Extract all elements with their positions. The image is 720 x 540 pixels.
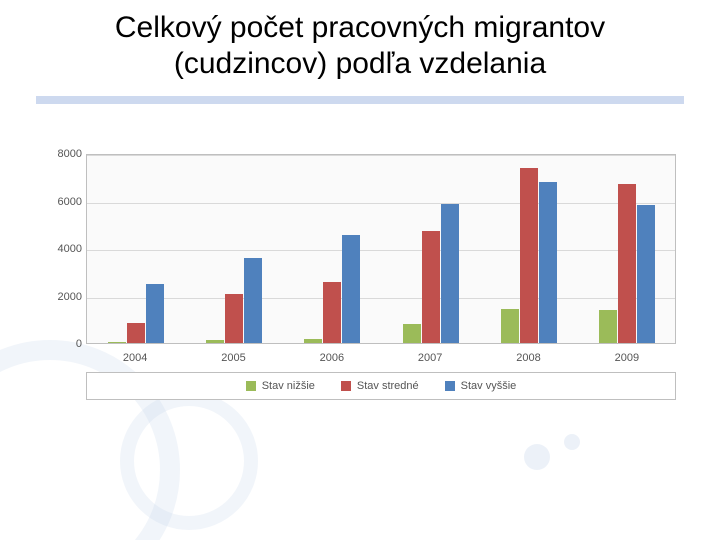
gridline [87,298,675,299]
legend-swatch [445,381,455,391]
x-tick-label: 2007 [418,352,442,364]
x-tick-label: 2009 [615,352,639,364]
y-tick-label: 2000 [36,291,82,303]
legend: Stav nižšie Stav stredné Stav vyššie [86,372,676,400]
plot-area [86,154,676,344]
y-tick-label: 0 [36,338,82,350]
x-tick-label: 2008 [516,352,540,364]
bar [225,294,243,343]
bar [342,235,360,343]
legend-item: Stav stredné [341,380,419,392]
decorative-dot [564,434,580,450]
bar [206,340,224,343]
bar [520,168,538,343]
gridline [87,203,675,204]
legend-swatch [341,381,351,391]
title-line-2: (cudzincov) podľa vzdelania [174,47,546,80]
y-tick-label: 4000 [36,243,82,255]
slide: Celkový počet pracovných migrantov (cudz… [0,0,720,540]
bar [599,310,617,343]
gridline [87,250,675,251]
legend-swatch [246,381,256,391]
bar [441,204,459,343]
bar [323,282,341,343]
bar [637,205,655,343]
bar [108,342,126,343]
bar [422,231,440,343]
bar [127,323,145,343]
title-underline [36,96,684,104]
bar-chart: 0 2000 4000 6000 8000 2004 2005 2006 2007 2008 20… [36,150,684,400]
decorative-dot [524,444,550,470]
y-tick-label: 8000 [36,148,82,160]
bar [403,324,421,343]
bar [146,284,164,343]
page-title: Celkový počet pracovných migrantov (cudz… [30,10,690,82]
bar [618,184,636,343]
title-block: Celkový počet pracovných migrantov (cudz… [0,10,720,82]
gridline [87,155,675,156]
x-tick-label: 2005 [221,352,245,364]
x-tick-label: 2004 [123,352,147,364]
title-line-1: Celkový počet pracovných migrantov [115,11,605,44]
y-tick-label: 6000 [36,196,82,208]
decorative-circle [120,392,258,530]
legend-label: Stav stredné [357,380,419,392]
legend-item: Stav nižšie [246,380,315,392]
bar [304,339,322,343]
legend-label: Stav vyššie [461,380,517,392]
legend-label: Stav nižšie [262,380,315,392]
legend-item: Stav vyššie [445,380,517,392]
x-tick-label: 2006 [320,352,344,364]
bar [244,258,262,344]
bar [539,182,557,344]
bar [501,309,519,343]
